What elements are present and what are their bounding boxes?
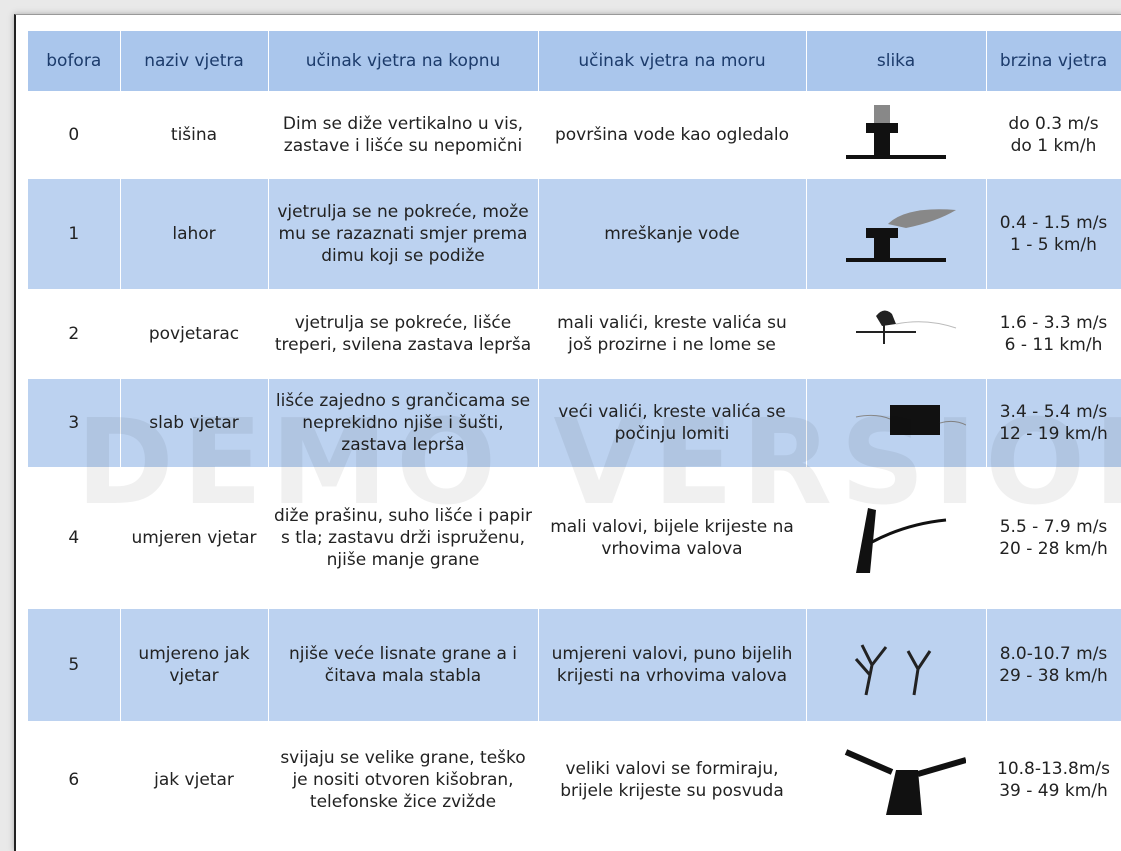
more-cell: veliki valovi se formiraju, brijele krij… <box>538 721 807 839</box>
table-row: 2 povjetarac vjetrulja se pokreće, lišće t… <box>28 289 1121 379</box>
kopno-cell: svijaju se velike grane, teško je nositi… <box>268 721 539 839</box>
kopno-cell: vjetrulja se pokreće, lišće treperi, svi… <box>268 289 539 379</box>
frame: bofora naziv vjetra učinak vjetra na kopnu… <box>14 14 1121 851</box>
wind-icon <box>854 644 932 696</box>
speed-line: 20 - 28 km/h <box>999 539 1108 559</box>
naziv-cell: umjeren vjetar <box>120 467 269 609</box>
more-cell: površina vode kao ogledalo <box>538 91 807 179</box>
wind-icon <box>846 209 956 262</box>
bofora-cell: 5 <box>28 609 121 721</box>
kopno-cell: diže prašinu, suho lišće i papir s tla; … <box>268 467 539 609</box>
wind-icon <box>856 310 957 344</box>
speed-line: 6 - 11 km/h <box>1004 335 1103 355</box>
table-row: 3 slab vjetar lišće zajedno s grančicama s… <box>28 379 1121 467</box>
slika-cell <box>806 289 987 379</box>
table-row: 4 umjeren vjetar diže prašinu, suho lišće … <box>28 467 1121 609</box>
header-row: bofora naziv vjetra učinak vjetra na kopnu… <box>28 31 1121 91</box>
slika-cell <box>806 379 987 467</box>
bofora-cell: 0 <box>28 91 121 179</box>
brzina-cell: 8.0-10.7 m/s 29 - 38 km/h <box>986 609 1121 721</box>
more-cell: mali valovi, bijele krijeste na vrhovima… <box>538 467 807 609</box>
beaufort-table: bofora naziv vjetra učinak vjetra na kopnu… <box>28 31 1121 839</box>
speed-line: 8.0-10.7 m/s <box>999 644 1108 664</box>
slika-cell <box>806 609 987 721</box>
table-row: 6 jak vjetar svijaju se velike grane, tešk… <box>28 721 1121 839</box>
table-row: 5 umjereno jak vjetar njiše veće lisnate g… <box>28 609 1121 721</box>
bofora-cell: 4 <box>28 467 121 609</box>
more-cell: mali valići, kreste valića su još prozir… <box>538 289 807 379</box>
naziv-cell: jak vjetar <box>120 721 269 839</box>
bofora-cell: 2 <box>28 289 121 379</box>
speed-line: do 0.3 m/s <box>1008 114 1099 134</box>
speed-line: 12 - 19 km/h <box>999 424 1108 444</box>
speed-line: 3.4 - 5.4 m/s <box>999 402 1108 422</box>
speed-line: 1 - 5 km/h <box>1010 235 1097 255</box>
wind-icon <box>856 508 947 573</box>
column-header: učinak vjetra na moru <box>538 31 807 91</box>
more-cell: veći valići, kreste valića se počinju lo… <box>538 379 807 467</box>
slika-cell <box>806 721 987 839</box>
naziv-cell: povjetarac <box>120 289 269 379</box>
kopno-cell: Dim se diže vertikalno u vis, zastave i … <box>268 91 539 179</box>
kopno-cell: lišće zajedno s grančicama se neprekidno… <box>268 379 539 467</box>
column-header: učinak vjetra na kopnu <box>268 31 539 91</box>
bofora-cell: 3 <box>28 379 121 467</box>
column-header: bofora <box>28 31 121 91</box>
slika-cell <box>806 467 987 609</box>
naziv-cell: lahor <box>120 179 269 289</box>
slika-cell <box>806 91 987 179</box>
brzina-cell: 1.6 - 3.3 m/s 6 - 11 km/h <box>986 289 1121 379</box>
wind-icon <box>844 749 966 815</box>
table-row: 0 tišina Dim se diže vertikalno u vis, zas… <box>28 91 1121 179</box>
speed-line: 10.8-13.8m/s <box>997 759 1110 779</box>
table-row: 1 lahor vjetrulja se ne pokreće, može mu s… <box>28 179 1121 289</box>
brzina-cell: 0.4 - 1.5 m/s 1 - 5 km/h <box>986 179 1121 289</box>
speed-line: 5.5 - 7.9 m/s <box>999 517 1108 537</box>
wind-icon <box>846 105 946 159</box>
speed-line: 1.6 - 3.3 m/s <box>999 313 1108 333</box>
speed-line: 29 - 38 km/h <box>999 666 1108 686</box>
table-body: 0 tišina Dim se diže vertikalno u vis, zas… <box>28 91 1121 839</box>
brzina-cell: do 0.3 m/s do 1 km/h <box>986 91 1121 179</box>
column-header: brzina vjetra <box>986 31 1121 91</box>
slika-cell <box>806 179 987 289</box>
kopno-cell: njiše veće lisnate grane a i čitava mala… <box>268 609 539 721</box>
wind-icon <box>855 405 966 435</box>
bofora-cell: 1 <box>28 179 121 289</box>
column-header: naziv vjetra <box>120 31 269 91</box>
brzina-cell: 3.4 - 5.4 m/s 12 - 19 km/h <box>986 379 1121 467</box>
brzina-cell: 5.5 - 7.9 m/s 20 - 28 km/h <box>986 467 1121 609</box>
naziv-cell: umjereno jak vjetar <box>120 609 269 721</box>
speed-line: 39 - 49 km/h <box>999 781 1108 801</box>
kopno-cell: vjetrulja se ne pokreće, može mu se raza… <box>268 179 539 289</box>
brzina-cell: 10.8-13.8m/s 39 - 49 km/h <box>986 721 1121 839</box>
naziv-cell: slab vjetar <box>120 379 269 467</box>
naziv-cell: tišina <box>120 91 269 179</box>
bofora-cell: 6 <box>28 721 121 839</box>
more-cell: mreškanje vode <box>538 179 807 289</box>
speed-line: do 1 km/h <box>1010 136 1097 156</box>
more-cell: umjereni valovi, puno bijelih krijesti n… <box>538 609 807 721</box>
column-header: slika <box>806 31 987 91</box>
speed-line: 0.4 - 1.5 m/s <box>999 213 1108 233</box>
